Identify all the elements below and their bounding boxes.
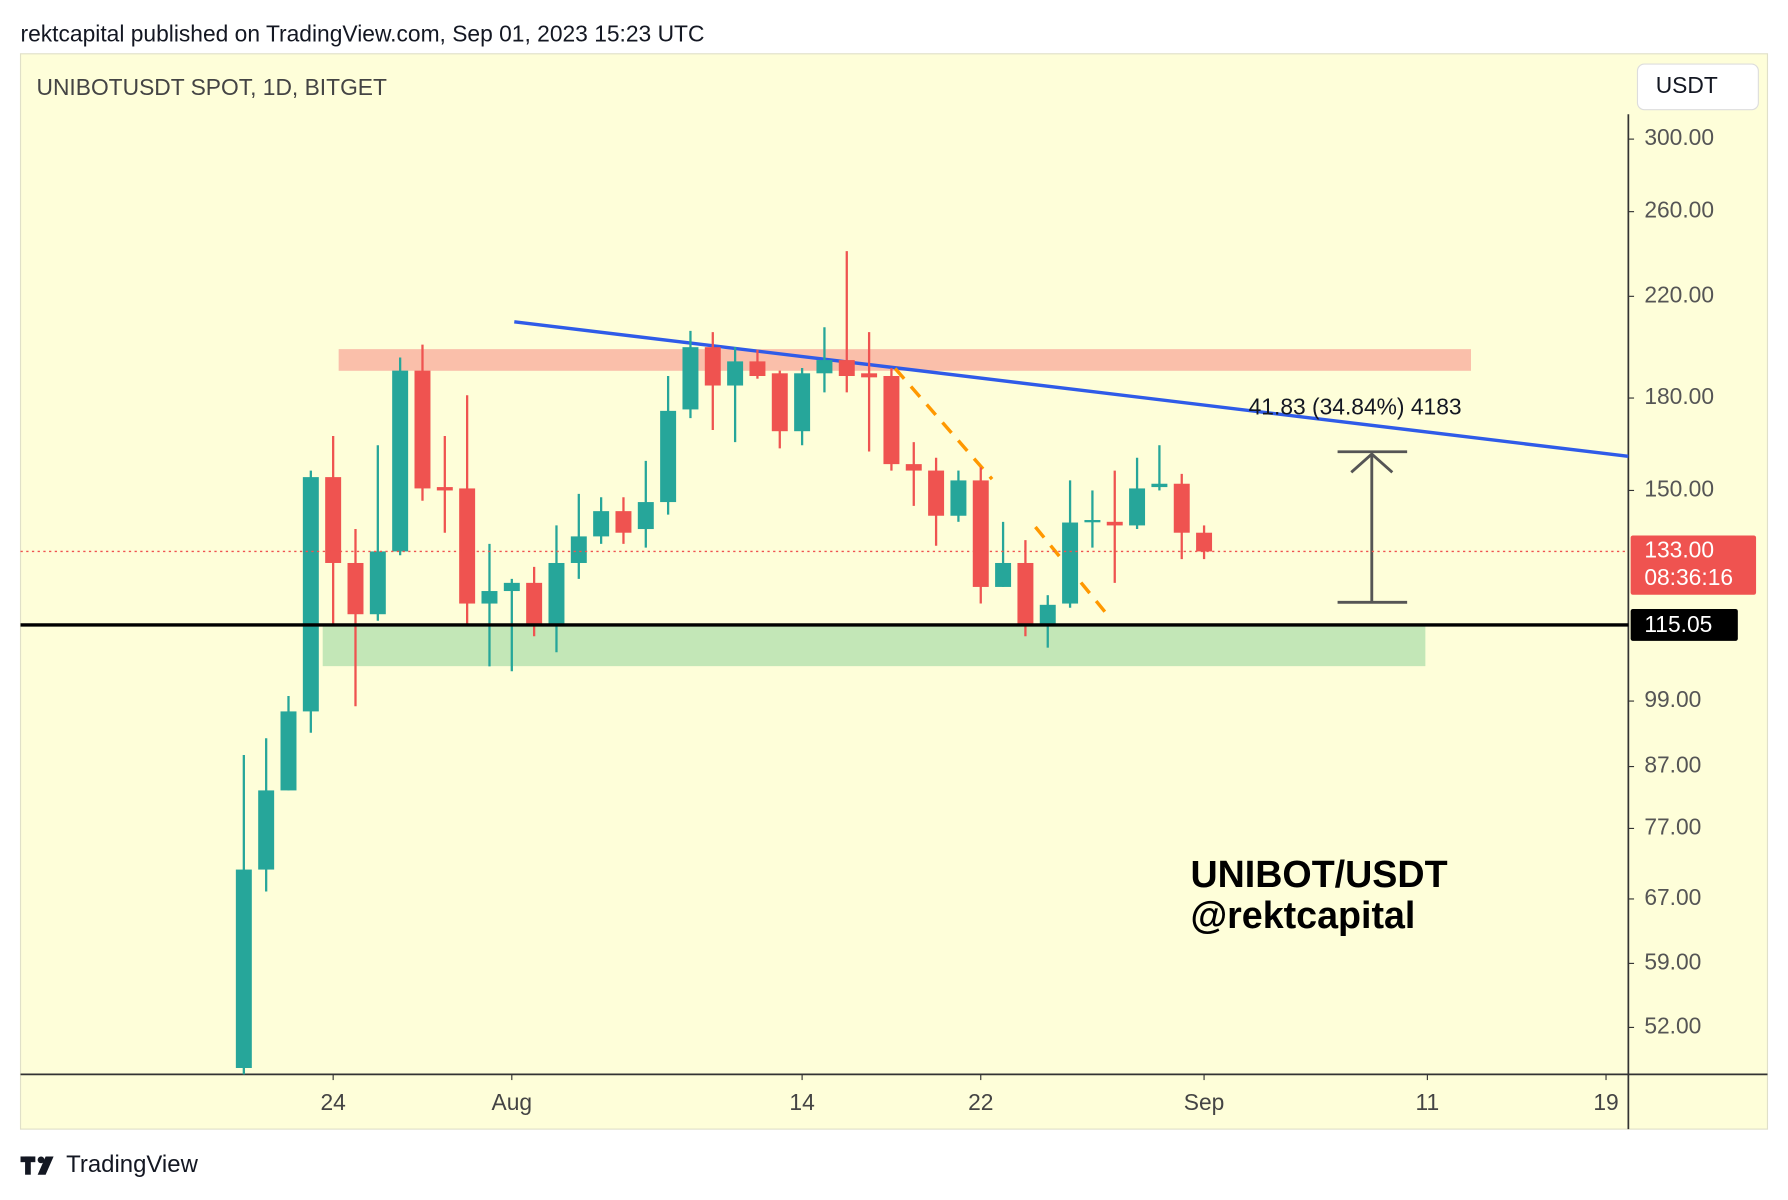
drawings bbox=[322, 320, 1629, 667]
candle-body bbox=[660, 410, 677, 503]
currency-label: USDT bbox=[1656, 72, 1718, 98]
level-tag bbox=[1630, 608, 1738, 641]
last-price-label: 133.00 bbox=[1644, 536, 1714, 562]
y-tick-label: 260.00 bbox=[1644, 197, 1714, 223]
candle-body bbox=[838, 360, 855, 376]
x-tick-label: Aug bbox=[492, 1089, 533, 1115]
y-tick-label: 300.00 bbox=[1644, 124, 1714, 150]
candle-body bbox=[727, 361, 744, 386]
y-tick-label: 150.00 bbox=[1644, 475, 1714, 501]
candle-body bbox=[570, 536, 587, 563]
candle-body bbox=[481, 591, 498, 604]
support-zone bbox=[322, 625, 1426, 667]
candle-body bbox=[1173, 483, 1190, 533]
level-label: 115.05 bbox=[1644, 611, 1712, 637]
candle-body bbox=[615, 511, 632, 533]
trendline bbox=[514, 320, 1629, 459]
candle-body bbox=[235, 869, 252, 1068]
candle-body bbox=[503, 582, 520, 592]
x-tick-label: 14 bbox=[789, 1089, 815, 1115]
candle-body bbox=[280, 711, 297, 791]
candle-body bbox=[369, 551, 386, 615]
candle-body bbox=[950, 480, 967, 516]
candle-body bbox=[1039, 604, 1056, 626]
measure-label: 41.83 (34.84%) 4183 bbox=[1249, 393, 1462, 419]
candle-body bbox=[995, 562, 1012, 587]
y-tick-label: 87.00 bbox=[1644, 752, 1701, 778]
brand-logo bbox=[20, 1156, 54, 1175]
watermark: @rektcapital bbox=[1190, 894, 1415, 936]
currency-button[interactable] bbox=[1636, 63, 1759, 111]
last-price-tag bbox=[1630, 535, 1757, 595]
y-tick-label: 67.00 bbox=[1644, 884, 1701, 910]
candle-body bbox=[302, 477, 319, 712]
candle-body bbox=[392, 370, 409, 552]
candle-body bbox=[1129, 488, 1146, 526]
y-tick-label: 77.00 bbox=[1644, 813, 1701, 839]
y-tick-label: 59.00 bbox=[1644, 948, 1701, 974]
resistance-zone bbox=[338, 349, 1471, 371]
candle-body bbox=[928, 470, 945, 516]
candle-body bbox=[749, 361, 766, 376]
candle-body bbox=[1151, 483, 1168, 488]
y-tick-label: 220.00 bbox=[1644, 281, 1714, 307]
candle-body bbox=[1084, 520, 1101, 523]
candle-body bbox=[771, 373, 788, 432]
candle-body bbox=[593, 511, 610, 537]
candles bbox=[235, 251, 1213, 1075]
candle-body bbox=[1017, 562, 1034, 626]
candle-body bbox=[637, 502, 654, 530]
x-tick-label: 19 bbox=[1593, 1089, 1618, 1115]
candle-body bbox=[1062, 522, 1079, 604]
y-tick-label: 52.00 bbox=[1644, 1012, 1701, 1038]
watermark: UNIBOT/USDT bbox=[1190, 853, 1447, 895]
countdown-label: 08:36:16 bbox=[1644, 564, 1733, 590]
measure-arrow bbox=[1337, 450, 1408, 604]
x-tick-label: 22 bbox=[968, 1089, 993, 1115]
x-tick-label: Sep bbox=[1184, 1089, 1225, 1115]
candle-body bbox=[816, 360, 833, 374]
candle-body bbox=[861, 373, 878, 378]
candle-body bbox=[704, 347, 721, 386]
candle-body bbox=[1106, 521, 1123, 526]
candle-body bbox=[436, 487, 453, 491]
x-tick-label: 11 bbox=[1416, 1089, 1440, 1115]
dashed-trend bbox=[893, 367, 994, 481]
candle-body bbox=[972, 480, 989, 587]
candle-body bbox=[414, 370, 431, 489]
candle-body bbox=[526, 582, 543, 626]
candle-body bbox=[548, 562, 565, 626]
candle-body bbox=[258, 790, 275, 870]
y-tick-label: 180.00 bbox=[1644, 383, 1714, 409]
chart-title: UNIBOTUSDT SPOT, 1D, BITGET bbox=[36, 74, 387, 100]
candle-body bbox=[347, 562, 364, 615]
candle-body bbox=[1196, 532, 1213, 552]
header: rektcapital published on TradingView.com… bbox=[21, 21, 705, 47]
footer-brand: TradingView bbox=[66, 1151, 198, 1178]
x-tick-label: 24 bbox=[320, 1089, 346, 1115]
candle-body bbox=[883, 375, 900, 465]
candle-body bbox=[682, 347, 699, 410]
candle-body bbox=[794, 373, 811, 432]
candle-body bbox=[459, 488, 476, 604]
candle-body bbox=[325, 477, 342, 563]
candle-body bbox=[905, 464, 922, 471]
y-tick-label: 99.00 bbox=[1644, 686, 1701, 712]
chart-panel bbox=[19, 53, 1769, 1130]
